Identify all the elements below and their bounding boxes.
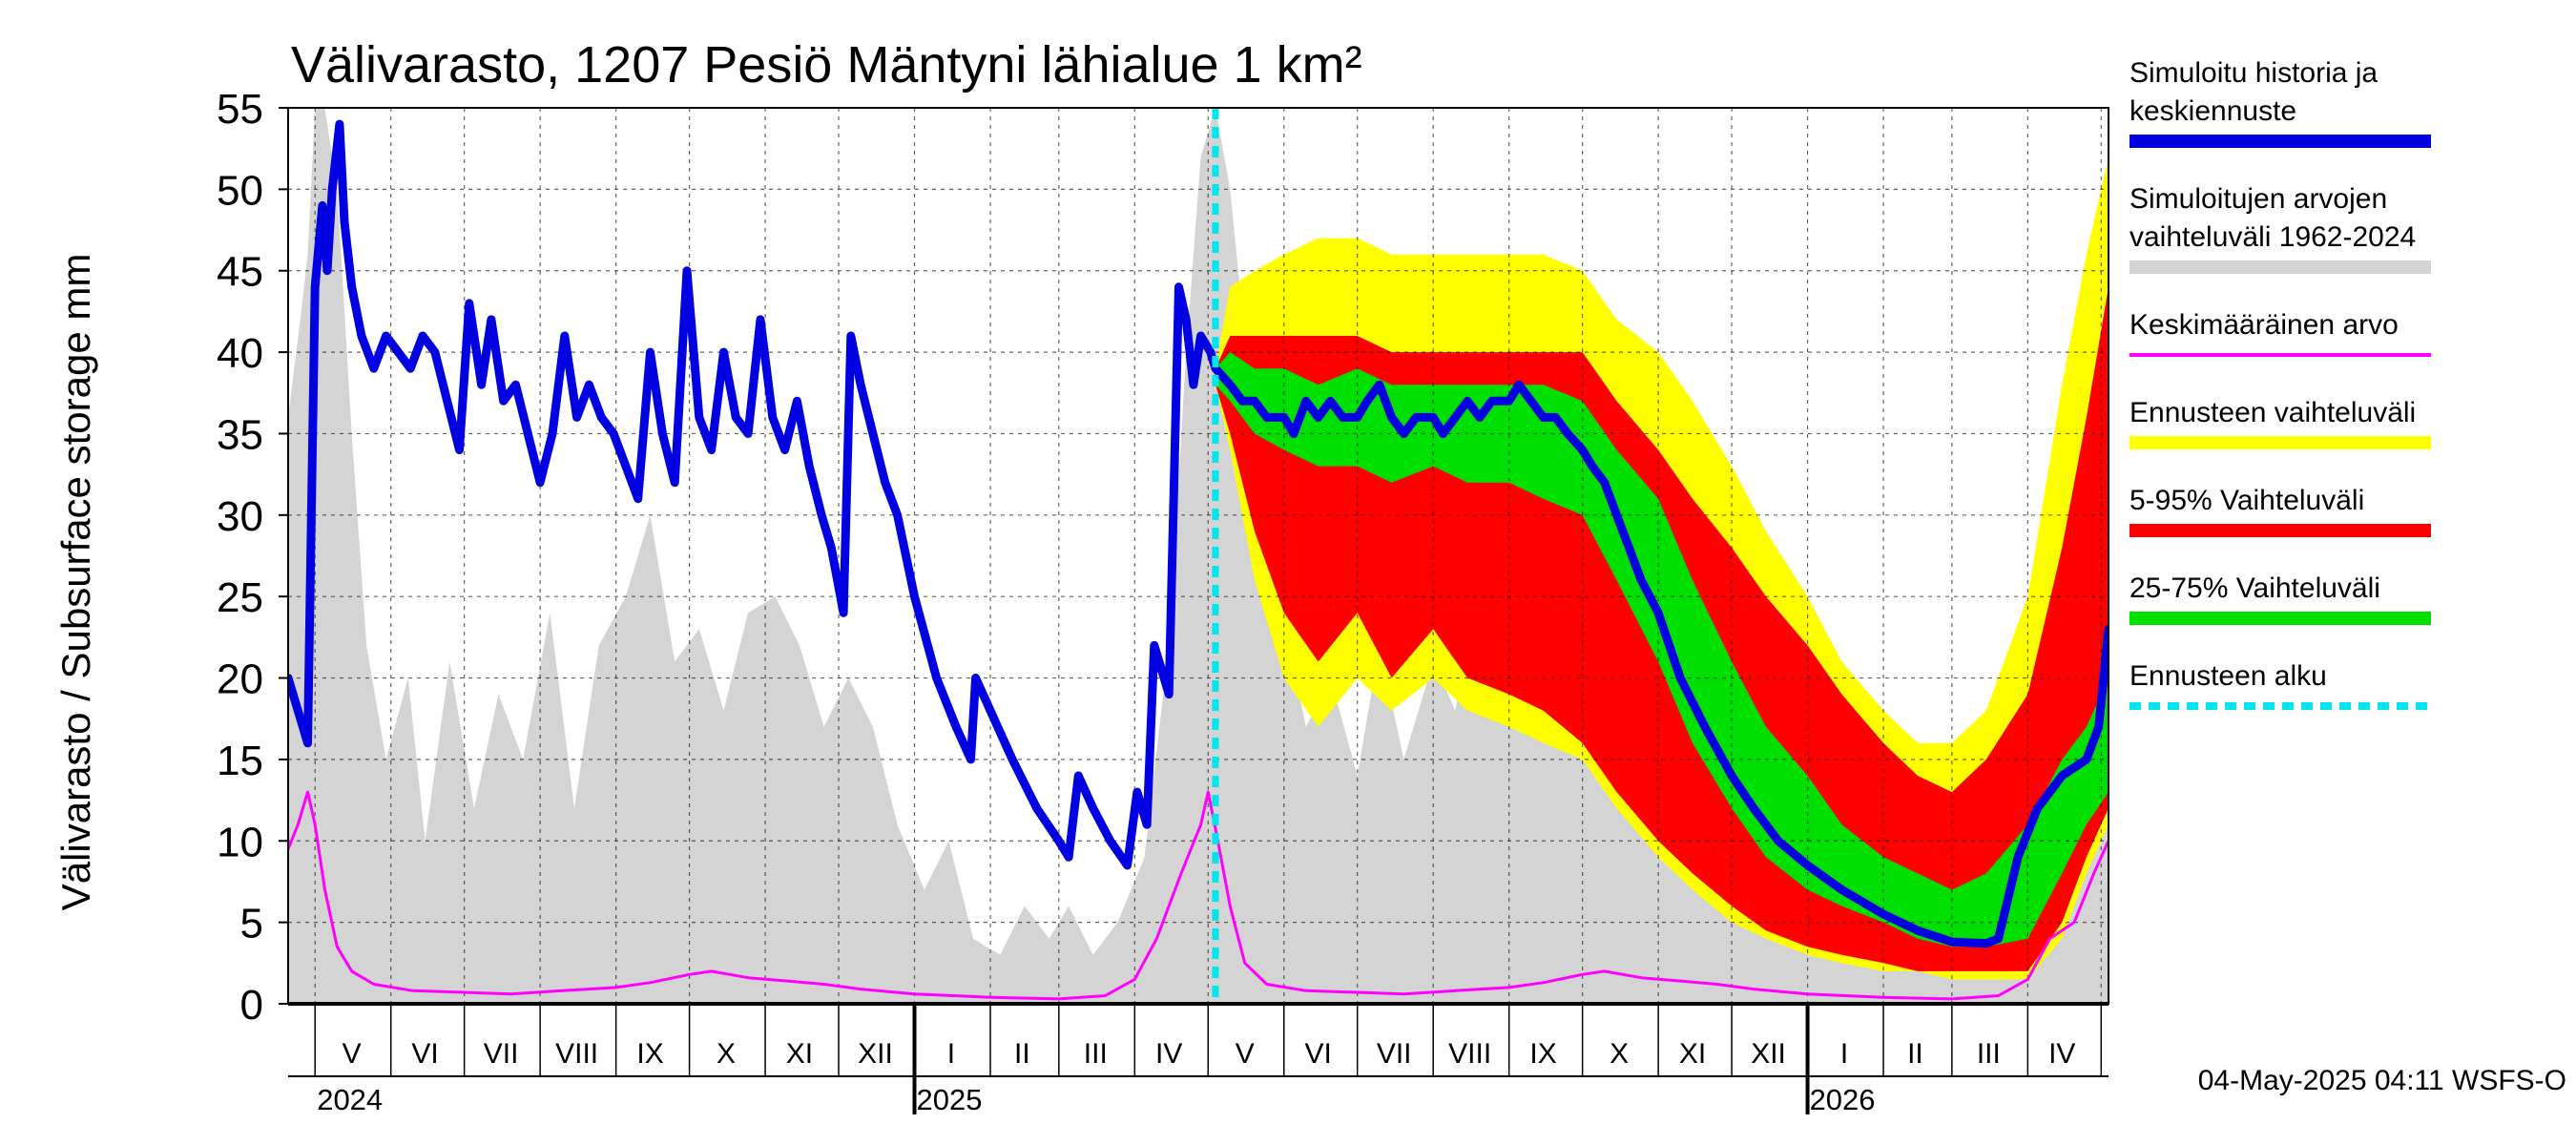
x-month-label: I — [1840, 1038, 1848, 1070]
legend-label: 5-95% Vaihteluväli — [2129, 485, 2364, 516]
x-year-label: 2026 — [1810, 1083, 1876, 1116]
x-year-label: 2024 — [317, 1083, 383, 1116]
timestamp-label: 04-May-2025 04:11 WSFS-O — [2198, 1065, 2566, 1096]
x-month-label: VI — [411, 1038, 438, 1070]
x-month-label: VI — [1304, 1038, 1331, 1070]
x-month-label: XI — [1679, 1038, 1706, 1070]
series-group — [288, 108, 2109, 1004]
y-tick-label: 35 — [217, 411, 263, 458]
plot-frame — [287, 107, 2109, 1005]
chart-title: Välivarasto, 1207 Pesiö Mäntyni lähialue… — [291, 36, 1362, 94]
y-tick-label: 0 — [240, 982, 263, 1029]
x-month-label: VIII — [555, 1038, 598, 1070]
x-month-label: V — [343, 1038, 362, 1070]
x-month-label: X — [717, 1038, 736, 1070]
legend-label: keskiennuste — [2129, 95, 2296, 127]
x-month-label: VII — [1377, 1038, 1412, 1070]
y-tick-label: 15 — [217, 738, 263, 784]
x-month-label: IV — [2048, 1038, 2075, 1070]
x-year-label: 2025 — [917, 1083, 983, 1116]
legend-label: Keskimääräinen arvo — [2129, 309, 2399, 341]
series-band-p25_75 — [1215, 352, 2109, 947]
x-month-label: XII — [858, 1038, 893, 1070]
x-month-label: X — [1610, 1038, 1629, 1070]
x-month-label: IX — [1529, 1038, 1556, 1070]
y-tick-label: 5 — [240, 901, 263, 947]
legend-label: Ennusteen vaihteluväli — [2129, 397, 2416, 428]
y-tick-label: 25 — [217, 574, 263, 621]
y-tick-label: 45 — [217, 249, 263, 296]
series-line-simulated — [288, 119, 2109, 948]
y-axis-label: Välivarasto / Subsurface storage mm — [53, 254, 98, 911]
x-month-label: I — [947, 1038, 955, 1070]
x-month-label: XI — [786, 1038, 813, 1070]
x-month-label: V — [1236, 1038, 1255, 1070]
x-month-label: XII — [1751, 1038, 1786, 1070]
y-tick-label: 30 — [217, 493, 263, 540]
x-month-label: VIII — [1448, 1038, 1491, 1070]
x-month-label: II — [1907, 1038, 1923, 1070]
x-month-label: II — [1014, 1038, 1030, 1070]
legend-label: Ennusteen alku — [2129, 660, 2327, 692]
x-month-label: IV — [1155, 1038, 1182, 1070]
y-tick-label: 20 — [217, 656, 263, 703]
y-tick-label: 55 — [217, 86, 263, 133]
series-line-mean — [288, 790, 2109, 1001]
legend-label: Simuloitujen arvojen — [2129, 183, 2387, 215]
grid-lines — [288, 108, 2109, 1004]
y-tick-label: 10 — [217, 819, 263, 865]
legend: Simuloitu historia ja keskiennuste Simuloi… — [2129, 57, 2431, 710]
legend-label: Simuloitu historia ja — [2129, 57, 2378, 89]
y-tick-label: 40 — [217, 330, 263, 377]
x-month-label: IX — [636, 1038, 663, 1070]
legend-label: vaihteluväli 1962-2024 — [2129, 221, 2416, 253]
x-month-label: VII — [484, 1038, 519, 1070]
x-month-label: III — [1084, 1038, 1108, 1070]
x-month-label: III — [1977, 1038, 2001, 1070]
plot-area — [288, 108, 2109, 1004]
y-tick-label: 50 — [217, 167, 263, 214]
legend-label: 25-75% Vaihteluväli — [2129, 572, 2380, 604]
